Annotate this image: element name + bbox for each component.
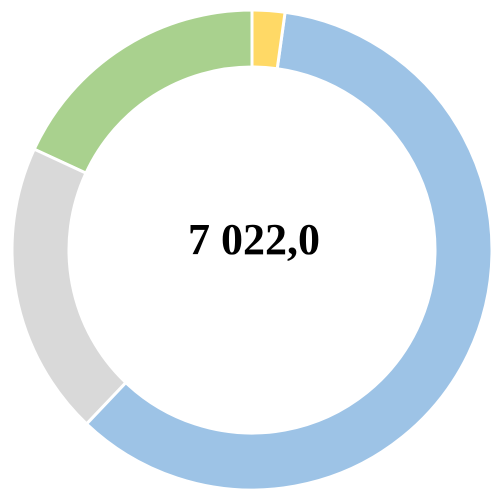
donut-segment bbox=[250, 8, 287, 71]
donut-segment bbox=[84, 10, 491, 489]
donut-segment bbox=[10, 147, 129, 427]
donut-segment bbox=[32, 8, 254, 176]
center-label: 7 022,0 bbox=[188, 215, 320, 264]
